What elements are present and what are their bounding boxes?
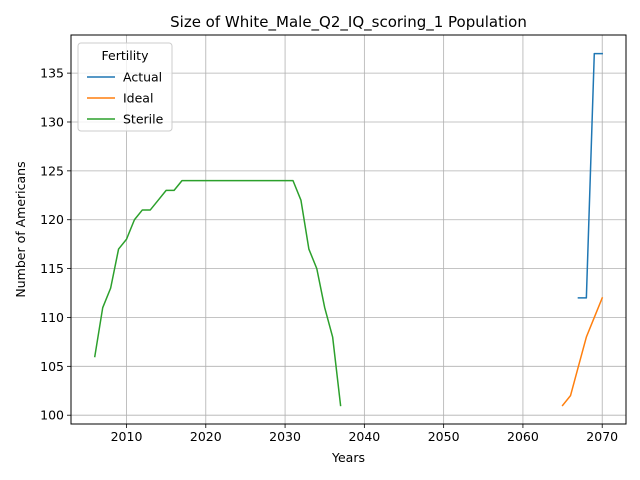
x-tick-label: 2070 (586, 429, 618, 444)
y-tick-label: 100 (40, 408, 64, 423)
x-tick-label: 2010 (111, 429, 143, 444)
legend-box (77, 42, 173, 132)
plot-frame (70, 34, 627, 425)
x-tick-label: 2040 (348, 429, 380, 444)
legend-title: Fertility (102, 48, 150, 63)
axis-ticks: 2010 2020 2030 2040 2050 2060 2070 100 105 110 115… (40, 66, 618, 444)
x-tick-label: 2030 (269, 429, 301, 444)
series-line-sterile (93, 179, 342, 407)
legend-entries: Actual Ideal Sterile (87, 70, 164, 127)
grid (71, 35, 626, 424)
series-line-ideal (561, 296, 604, 407)
series-line-actual (577, 52, 603, 299)
x-axis-label: Years (331, 450, 365, 465)
x-tick-label: 2060 (507, 429, 539, 444)
legend-label-ideal: Ideal (123, 91, 153, 106)
x-tick-label: 2020 (190, 429, 222, 444)
chart-title: Size of White_Male_Q2_IQ_scoring_1 Popul… (170, 13, 527, 32)
legend-label-actual: Actual (123, 70, 162, 85)
series-lines (93, 52, 604, 407)
y-tick-label: 115 (40, 261, 64, 276)
y-tick-label: 105 (40, 359, 64, 374)
y-tick-label: 135 (40, 66, 64, 81)
legend: Fertility Actual Ideal Sterile (77, 42, 173, 132)
y-tick-label: 110 (40, 310, 64, 325)
y-tick-label: 120 (40, 212, 64, 227)
y-tick-label: 130 (40, 114, 64, 129)
y-axis-label: Number of Americans (13, 161, 28, 297)
legend-label-sterile: Sterile (123, 112, 164, 127)
x-tick-label: 2050 (428, 429, 460, 444)
y-tick-label: 125 (40, 163, 64, 178)
